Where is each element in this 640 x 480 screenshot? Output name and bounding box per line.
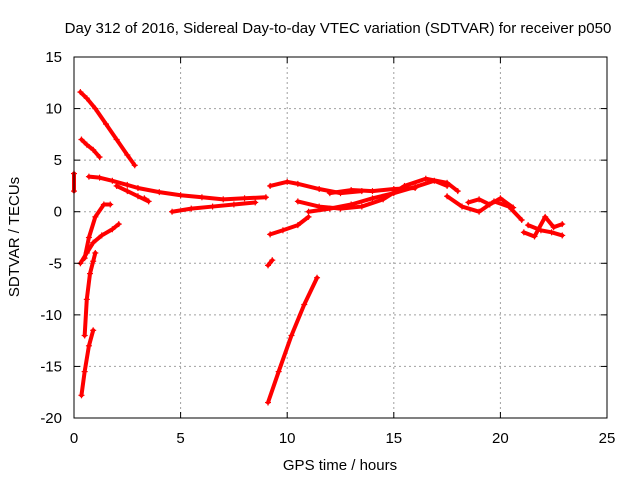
series-layer <box>71 89 566 406</box>
x-tick-label: 15 <box>385 430 402 447</box>
series-arc-7 <box>81 201 114 262</box>
series-line <box>82 250 98 338</box>
plot-frame <box>73 56 608 419</box>
x-axis-title: GPS time / hours <box>283 457 397 474</box>
series-line <box>268 214 311 237</box>
x-tick-label: 5 <box>176 430 184 447</box>
series-arc-11 <box>265 257 276 269</box>
y-tick-label: 0 <box>54 204 62 221</box>
series-line <box>78 90 137 168</box>
series-line <box>445 194 524 222</box>
series-arc-3 <box>85 173 269 203</box>
series-line <box>306 178 450 214</box>
series-arc-1 <box>77 89 138 169</box>
series-line <box>526 223 565 238</box>
series-arc-12 <box>267 213 312 238</box>
series-arc-9 <box>78 327 97 399</box>
series-line <box>86 174 268 202</box>
y-tick-label: 15 <box>45 49 62 66</box>
x-tick-label: 10 <box>279 430 296 447</box>
y-tick-label: -5 <box>49 255 62 272</box>
series-line <box>79 328 96 398</box>
series-arc-15 <box>305 177 451 215</box>
x-tick-label: 0 <box>70 430 78 447</box>
x-tick-label: 20 <box>492 430 509 447</box>
series-arc-2 <box>78 136 103 161</box>
y-tick-label: 10 <box>45 101 62 118</box>
y-tick-label: 5 <box>54 152 62 169</box>
series-arc-4 <box>113 182 152 205</box>
y-tick-label: -15 <box>40 358 62 375</box>
chart-title: Day 312 of 2016, Sidereal Day-to-day VTE… <box>65 20 612 37</box>
y-axis-title: SDTVAR / TECUs <box>6 177 23 297</box>
series-arc-20 <box>525 222 566 239</box>
series-arc-10 <box>265 274 321 406</box>
series-arc-5 <box>169 199 259 215</box>
series-arc-16 <box>326 184 419 197</box>
y-tick-label: -20 <box>40 410 62 427</box>
series-arc-19 <box>520 213 566 240</box>
series-line <box>266 275 320 405</box>
x-tick-label: 25 <box>599 430 616 447</box>
series-arc-8 <box>81 249 99 339</box>
series-line <box>79 137 102 160</box>
series-line <box>266 258 275 268</box>
series-arc-18 <box>465 195 517 211</box>
y-tick-label: -10 <box>40 307 62 324</box>
grid <box>74 57 607 418</box>
axis-ticks: 0 5 10 15 20 25 -20 -15 -10 -5 0 5 10 15 <box>40 49 615 447</box>
series-arc-13 <box>267 178 365 197</box>
